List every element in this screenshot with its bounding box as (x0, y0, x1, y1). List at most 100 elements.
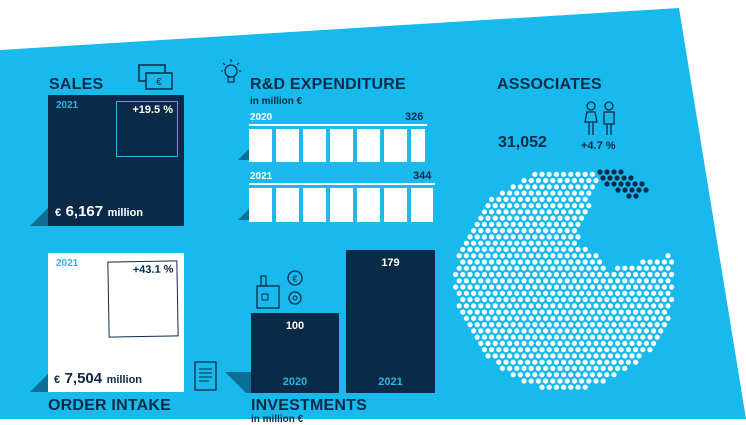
banknotes-icon: € (138, 64, 173, 90)
associate-dot (643, 315, 649, 321)
associate-dot (496, 221, 502, 227)
associate-dot (553, 259, 559, 265)
associate-dot (517, 347, 523, 353)
associate-growth-dot (615, 187, 621, 193)
associate-dot (571, 203, 577, 209)
associate-dot (600, 290, 606, 296)
associate-dot (615, 328, 621, 334)
associate-dot (586, 265, 592, 271)
associate-dot (586, 177, 592, 184)
associate-dot (492, 265, 498, 271)
associate-dot (561, 259, 567, 265)
associate-dot (507, 265, 513, 271)
associate-dot (582, 347, 588, 353)
associate-dot (496, 284, 502, 290)
associate-dot (597, 334, 603, 340)
associate-dot (546, 384, 552, 390)
associate-dot (607, 290, 613, 296)
associate-growth-dot (625, 181, 631, 187)
associate-dot (561, 359, 567, 365)
associate-dot (589, 296, 595, 303)
associate-dot (499, 190, 505, 196)
associate-dot (568, 347, 574, 353)
associate-dot (589, 309, 595, 315)
associate-dot (550, 353, 556, 359)
associate-dot (618, 271, 624, 278)
associate-dot (564, 303, 570, 309)
associate-dot (546, 259, 552, 265)
associate-dot (586, 190, 592, 196)
associate-dot (463, 290, 469, 296)
associate-dot (643, 265, 649, 271)
associate-dot (499, 265, 505, 271)
associate-dot (528, 303, 534, 309)
associate-dot (622, 303, 628, 309)
associate-dot (489, 347, 495, 353)
associate-dot (481, 209, 487, 215)
associate-dot (553, 196, 559, 202)
associate-dot (633, 334, 639, 340)
associate-dot (499, 203, 505, 209)
order-intake-currency: € (54, 374, 61, 386)
associate-dot (514, 253, 520, 259)
associate-dot (471, 328, 477, 334)
associate-dot (604, 322, 610, 328)
associate-growth-dot (643, 187, 649, 193)
associate-dot (589, 259, 595, 265)
associate-dot (467, 296, 473, 303)
associate-dot (525, 296, 531, 303)
associate-dot (561, 347, 567, 353)
associate-dot (539, 209, 545, 215)
associate-dot (597, 296, 603, 303)
associate-dot (463, 253, 469, 259)
associate-dot (546, 309, 552, 315)
associate-dot (510, 271, 516, 278)
associate-dot (651, 265, 657, 271)
associate-dot (514, 265, 520, 271)
associate-dot (582, 384, 588, 390)
associate-dot (550, 378, 556, 384)
associate-dot (622, 278, 628, 284)
associate-dot (571, 290, 577, 296)
associate-dot (499, 228, 505, 234)
associate-dot (589, 347, 595, 353)
associate-dot (532, 334, 538, 340)
order-intake-heading: ORDER INTAKE (48, 397, 171, 414)
associate-dot (467, 322, 473, 328)
associate-dot (492, 228, 498, 234)
associate-dot (589, 372, 595, 378)
associate-dot (611, 296, 617, 303)
associate-dot (553, 372, 559, 378)
associate-dot (658, 315, 664, 321)
associate-dot (640, 322, 646, 328)
associate-dot (586, 365, 592, 371)
associate-dot (535, 253, 541, 259)
investment-bar-2021: 179 2021 (346, 250, 435, 393)
associate-dot (471, 290, 477, 296)
associate-dot (579, 315, 585, 321)
associate-dot (604, 372, 610, 378)
associate-dot (546, 209, 552, 215)
associate-dot (647, 259, 653, 265)
associate-dot (651, 340, 657, 346)
associate-dot (467, 234, 473, 240)
associate-dot (571, 303, 577, 309)
rd-bar-cell (330, 188, 355, 222)
associate-dot (647, 322, 653, 328)
associate-dot (618, 334, 624, 340)
associate-dot (647, 347, 653, 353)
associate-dot (597, 359, 603, 365)
rd-row-bar (249, 124, 427, 162)
associate-dot (485, 315, 491, 321)
associate-dot (582, 246, 588, 252)
associate-dot (582, 372, 588, 378)
associate-dot (539, 334, 545, 340)
associate-dot (528, 290, 534, 296)
associate-dot (507, 290, 513, 296)
associate-dot (539, 309, 545, 315)
associate-dot (478, 328, 484, 334)
associate-dot (658, 290, 664, 296)
associate-dot (586, 203, 592, 209)
associate-dot (471, 228, 477, 234)
associate-dot (636, 290, 642, 296)
